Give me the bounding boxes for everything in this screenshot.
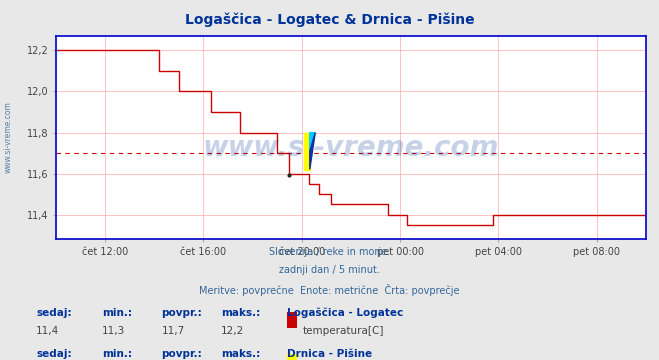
Text: temperatura[C]: temperatura[C] (303, 326, 385, 336)
Bar (304, 132, 310, 170)
Text: min.:: min.: (102, 349, 132, 359)
Polygon shape (310, 132, 315, 170)
Text: sedaj:: sedaj: (36, 308, 72, 318)
Text: min.:: min.: (102, 308, 132, 318)
Text: povpr.:: povpr.: (161, 349, 202, 359)
Text: www.si-vreme.com: www.si-vreme.com (3, 101, 13, 173)
Text: 11,4: 11,4 (36, 326, 59, 336)
Text: www.si-vreme.com: www.si-vreme.com (203, 134, 499, 162)
Text: Logaščica - Logatec & Drnica - Pišine: Logaščica - Logatec & Drnica - Pišine (185, 13, 474, 27)
Text: maks.:: maks.: (221, 308, 260, 318)
Text: Meritve: povprečne  Enote: metrične  Črta: povprečje: Meritve: povprečne Enote: metrične Črta:… (199, 284, 460, 296)
Text: povpr.:: povpr.: (161, 308, 202, 318)
Text: sedaj:: sedaj: (36, 349, 72, 359)
Polygon shape (310, 132, 315, 151)
Text: zadnji dan / 5 minut.: zadnji dan / 5 minut. (279, 265, 380, 275)
Text: Slovenija / reke in morje.: Slovenija / reke in morje. (269, 247, 390, 257)
Text: 12,2: 12,2 (221, 326, 244, 336)
Text: Logaščica - Logatec: Logaščica - Logatec (287, 308, 403, 318)
Text: 11,7: 11,7 (161, 326, 185, 336)
Text: maks.:: maks.: (221, 349, 260, 359)
Text: 11,3: 11,3 (102, 326, 125, 336)
Text: Drnica - Pišine: Drnica - Pišine (287, 349, 372, 359)
